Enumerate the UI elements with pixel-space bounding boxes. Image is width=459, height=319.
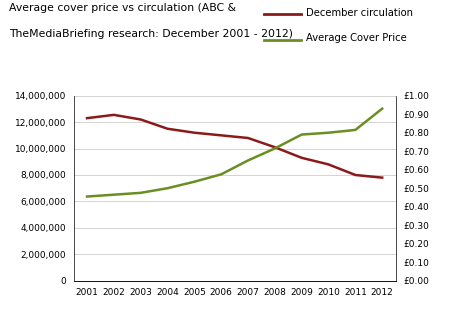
Average Cover Price — [84, 195, 90, 198]
Average Cover Price — [245, 159, 250, 162]
December circulation — [245, 136, 250, 140]
Average Cover Price — [218, 172, 224, 176]
Line: December circulation: December circulation — [87, 115, 381, 178]
December circulation — [325, 162, 330, 166]
Text: TheMediaBriefing research: December 2001 - 2012): TheMediaBriefing research: December 2001… — [9, 29, 292, 39]
December circulation — [164, 127, 170, 131]
December circulation — [191, 131, 196, 135]
Average Cover Price — [271, 146, 277, 150]
December circulation — [111, 113, 116, 117]
December circulation — [379, 176, 384, 180]
Average Cover Price — [298, 133, 304, 137]
Average Cover Price — [164, 186, 170, 190]
Average Cover Price — [138, 191, 143, 195]
December circulation — [84, 116, 90, 120]
Text: Average Cover Price: Average Cover Price — [305, 33, 406, 43]
Average Cover Price — [325, 131, 330, 135]
December circulation — [271, 145, 277, 149]
December circulation — [138, 118, 143, 122]
Average Cover Price — [191, 180, 196, 184]
December circulation — [218, 133, 224, 137]
December circulation — [298, 156, 304, 160]
Text: Average cover price vs circulation (ABC &: Average cover price vs circulation (ABC … — [9, 3, 235, 13]
Average Cover Price — [111, 193, 116, 197]
Line: Average Cover Price: Average Cover Price — [87, 109, 381, 197]
Average Cover Price — [379, 107, 384, 111]
December circulation — [352, 173, 357, 177]
Text: December circulation: December circulation — [305, 8, 412, 18]
Average Cover Price — [352, 128, 357, 132]
